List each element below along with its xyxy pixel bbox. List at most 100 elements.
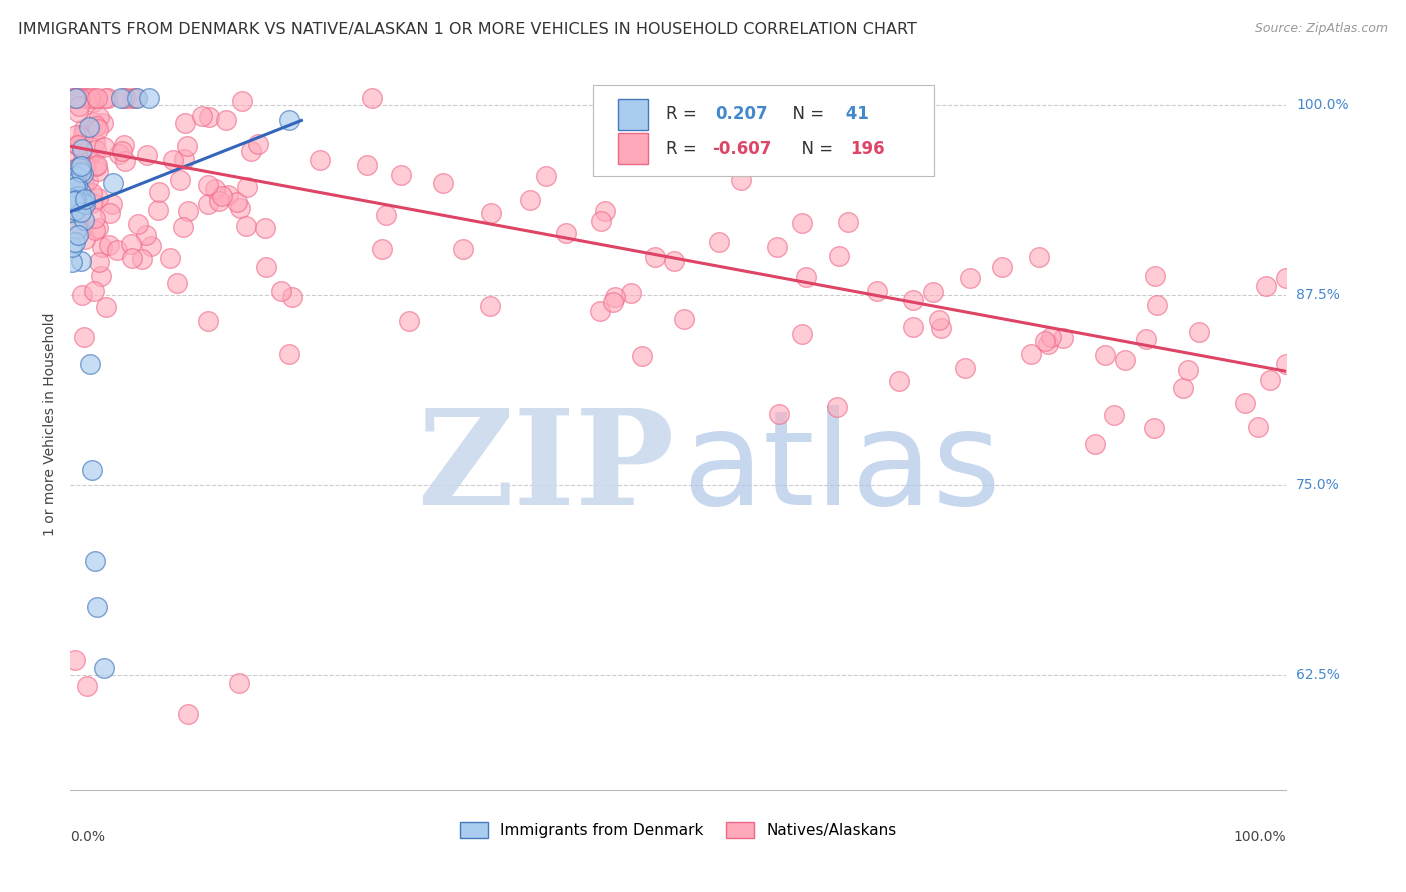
Point (72, 128, 94, 143)
Point (62, 164, 84, 178)
Point (60, 205, 83, 219)
Point (374, 208, 396, 222)
Point (173, 153, 195, 167)
Point (953, 360, 976, 375)
Point (115, 90, 138, 104)
Point (89, 110, 111, 124)
Point (75, 90, 97, 104)
Point (790, 216, 813, 230)
Point (80, 196, 103, 211)
Point (662, 254, 685, 268)
Point (62, 144, 84, 158)
Text: 62.5%: 62.5% (1296, 668, 1340, 682)
Point (1143, 268, 1166, 283)
Point (73, 330, 96, 344)
Point (63, 194, 86, 208)
Point (70, 186, 93, 201)
Point (204, 182, 226, 196)
Point (62, 193, 84, 207)
Point (1258, 373, 1281, 387)
Point (827, 400, 849, 414)
Point (73, 212, 96, 227)
Point (60, 182, 83, 196)
Point (254, 260, 277, 275)
Point (197, 178, 219, 192)
Point (67, 138, 90, 153)
Legend: Immigrants from Denmark, Natives/Alaskans: Immigrants from Denmark, Natives/Alaskan… (454, 816, 903, 844)
Point (66, 174, 89, 188)
Point (72, 167, 94, 181)
Point (1040, 330, 1063, 344)
Point (229, 202, 252, 216)
Point (75, 159, 97, 173)
Point (75, 157, 97, 171)
Point (555, 227, 578, 241)
Point (69, 191, 91, 205)
Point (73, 232, 96, 246)
Point (1036, 337, 1059, 351)
Point (166, 277, 188, 291)
Point (371, 242, 394, 256)
Point (86, 600, 108, 615)
Text: 0.0%: 0.0% (70, 830, 105, 844)
Point (766, 240, 789, 254)
Text: Source: ZipAtlas.com: Source: ZipAtlas.com (1254, 22, 1388, 36)
Point (82, 115, 104, 129)
Point (87, 220, 110, 235)
Point (768, 407, 790, 421)
Point (235, 219, 257, 234)
Point (86, 90, 108, 104)
Point (534, 169, 557, 183)
Point (1102, 409, 1125, 423)
Point (1177, 363, 1199, 377)
Point (91, 240, 114, 254)
Point (65, 165, 87, 179)
Point (631, 349, 654, 363)
Point (69, 90, 91, 104)
Point (76, 679, 98, 693)
Point (281, 290, 304, 304)
Point (87, 164, 110, 178)
Point (127, 90, 149, 104)
Point (65, 235, 87, 249)
Point (105, 243, 128, 257)
Point (1187, 326, 1209, 340)
Point (112, 90, 135, 104)
Point (172, 219, 194, 234)
Point (84, 159, 107, 173)
Point (837, 215, 859, 229)
Point (217, 188, 239, 202)
Point (63, 217, 86, 231)
Point (87, 191, 110, 205)
Point (197, 314, 219, 328)
Point (270, 284, 292, 298)
Point (72, 176, 94, 190)
Point (72, 90, 94, 104)
Point (69, 205, 91, 219)
Text: ZIP: ZIP (418, 404, 675, 533)
Point (84, 143, 107, 157)
Point (1052, 331, 1074, 345)
Point (72, 199, 94, 213)
Point (77, 151, 100, 165)
Text: 87.5%: 87.5% (1296, 288, 1340, 302)
FancyBboxPatch shape (617, 133, 648, 164)
Point (1275, 357, 1298, 371)
Point (93, 90, 115, 104)
Point (478, 299, 501, 313)
Point (730, 173, 752, 187)
Point (124, 90, 146, 104)
Point (1142, 420, 1164, 434)
Point (605, 290, 627, 304)
Point (1247, 419, 1270, 434)
Point (79, 90, 101, 104)
Point (139, 238, 162, 252)
Point (254, 221, 277, 235)
Text: IMMIGRANTS FROM DENMARK VS NATIVE/ALASKAN 1 OR MORE VEHICLES IN HOUSEHOLD CORREL: IMMIGRANTS FROM DENMARK VS NATIVE/ALASKA… (18, 22, 917, 37)
Point (84, 223, 107, 237)
Point (69, 254, 91, 268)
Point (93, 140, 115, 154)
Point (1033, 334, 1056, 349)
Point (159, 252, 181, 266)
Point (135, 227, 157, 242)
